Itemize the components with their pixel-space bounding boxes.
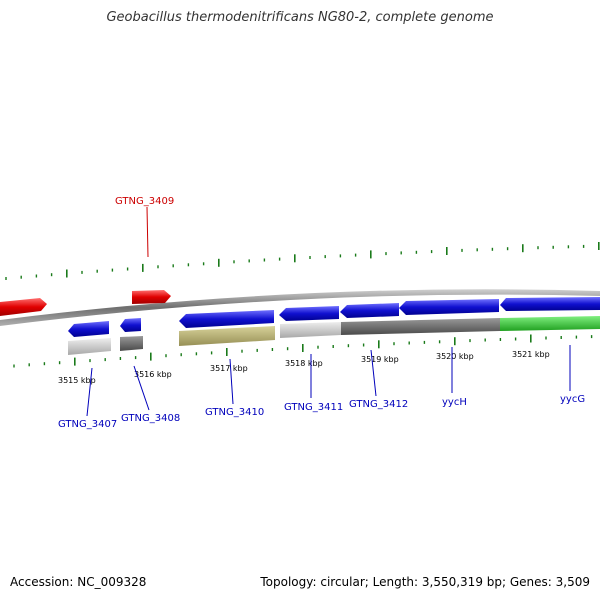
- gene-gtng-3408-arrow[interactable]: [120, 318, 141, 332]
- tick-label-3517: 3517 kbp: [210, 364, 248, 373]
- gene-label-yycg[interactable]: yycG: [560, 394, 585, 405]
- gene-gtng-3410-arrow[interactable]: [179, 310, 274, 328]
- gene-gtng-3412-arrow[interactable]: [340, 303, 399, 318]
- gene-label-gtng-3408[interactable]: GTNG_3408: [121, 413, 180, 424]
- genome-summary: Topology: circular; Length: 3,550,319 bp…: [260, 575, 590, 589]
- accession-label: Accession: NC_009328: [10, 575, 147, 589]
- tick-label-3520: 3520 kbp: [436, 352, 474, 361]
- gene-label-gtng-3411[interactable]: GTNG_3411: [284, 402, 343, 413]
- outer-tick-row: [5, 242, 600, 280]
- gene-label-yych[interactable]: yycH: [442, 397, 467, 408]
- gene-yych-arrow[interactable]: [399, 299, 499, 315]
- gene-label-gtng-3407[interactable]: GTNG_3407: [58, 419, 117, 430]
- gene-yycg-arrow[interactable]: [500, 297, 600, 311]
- gene-label-gtng-3409[interactable]: GTNG_3409: [115, 196, 174, 207]
- genome-title: Geobacillus thermodenitrificans NG80-2, …: [106, 10, 494, 25]
- tick-label-3519: 3519 kbp: [361, 355, 399, 364]
- genome-backbone: [0, 289, 600, 326]
- tick-label-3516: 3516 kbp: [134, 370, 172, 379]
- cog-block-gtng-3410: [179, 326, 275, 346]
- gene-label-gtng-3412[interactable]: GTNG_3412: [349, 399, 408, 410]
- cog-block-gtng-3407: [68, 338, 111, 355]
- cog-block-gtng-3411: [280, 322, 341, 338]
- leader-gtng-3409: [146, 206, 149, 258]
- gene-gtng-3409-arrow[interactable]: [132, 290, 171, 304]
- leader-gtng-3408: [133, 365, 150, 411]
- gene-gtng-3407-arrow[interactable]: [68, 321, 109, 337]
- tick-label-3521: 3521 kbp: [512, 350, 550, 359]
- gene-gtng-3406-arrow[interactable]: [0, 298, 47, 316]
- tick-label-3518: 3518 kbp: [285, 359, 323, 368]
- tick-label-3515: 3515 kbp: [58, 376, 96, 385]
- leader-gtng-3407: [86, 367, 93, 417]
- cog-block-yycg: [500, 316, 600, 331]
- leader-gtng-3412: [370, 349, 377, 397]
- cog-block-gtng-3408: [120, 336, 143, 351]
- gene-label-gtng-3410[interactable]: GTNG_3410: [205, 407, 264, 418]
- leader-gtng-3410: [229, 358, 234, 405]
- cog-block-gtng-3412-yych: [341, 318, 500, 335]
- gene-gtng-3411-arrow[interactable]: [279, 306, 339, 321]
- inner-tick-row: [13, 334, 593, 368]
- scale-labels: 3515 kbp 3516 kbp 3517 kbp 3518 kbp 3519…: [58, 350, 550, 385]
- label-leaders: [86, 206, 571, 417]
